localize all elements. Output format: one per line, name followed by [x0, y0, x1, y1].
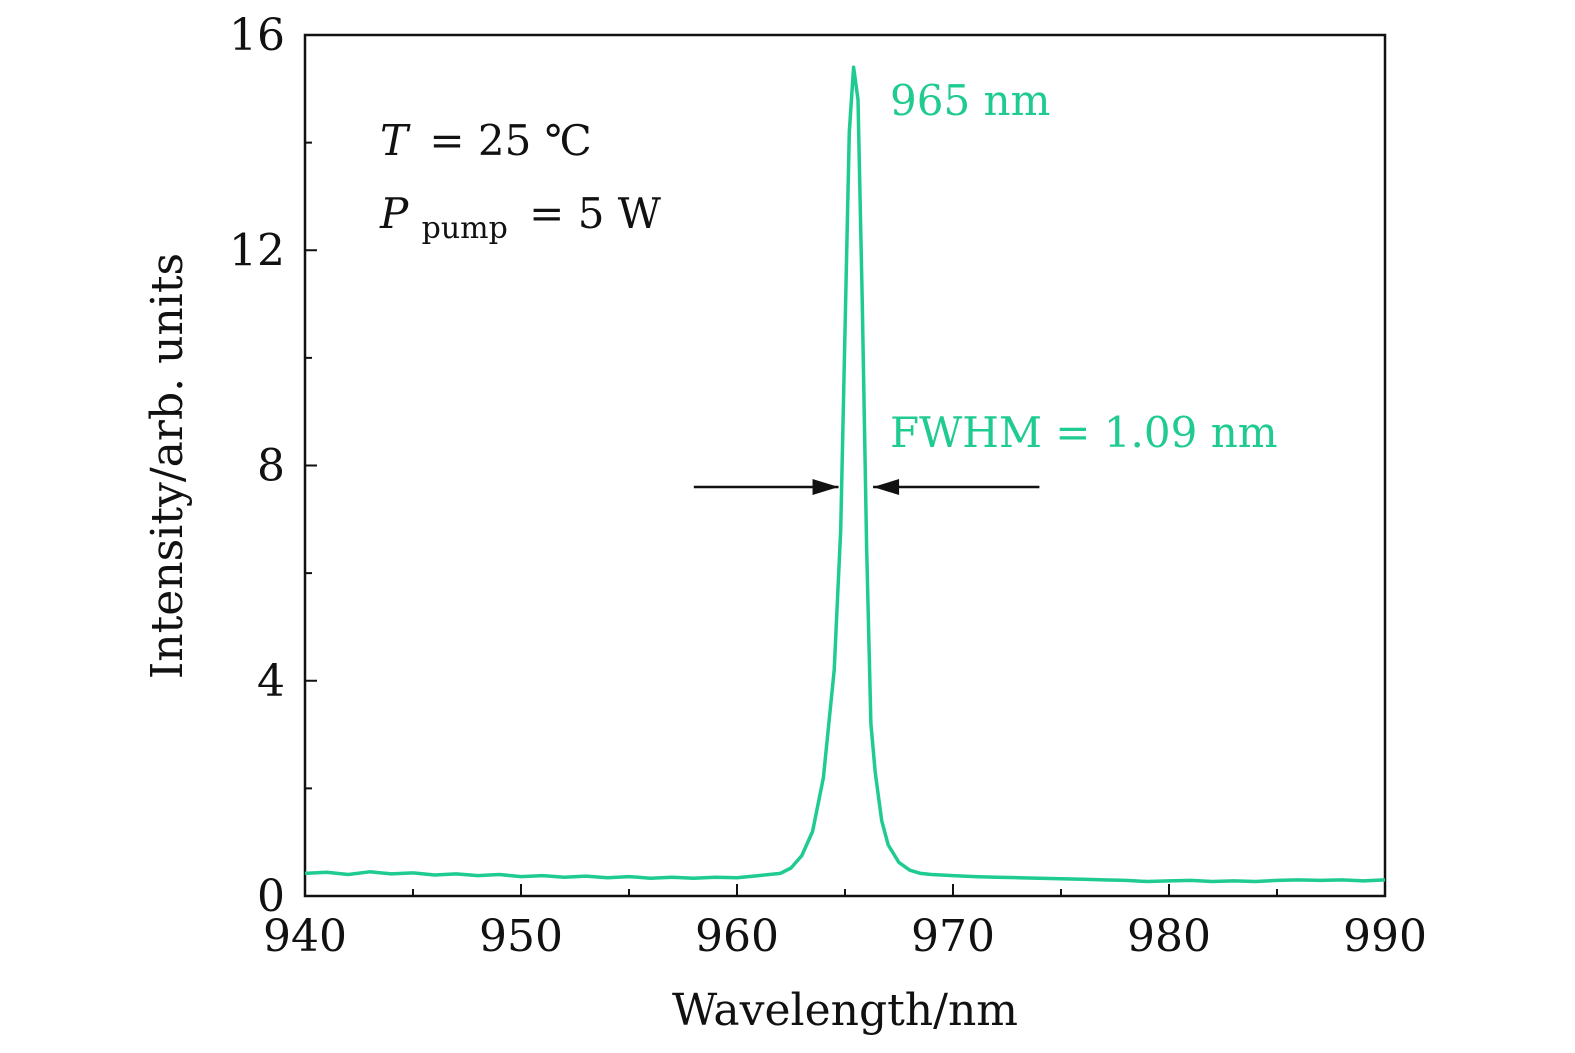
x-tick-label: 970 [911, 911, 995, 962]
y-tick-label: 12 [229, 225, 285, 276]
spectrum-line [304, 65, 1386, 884]
y-tick-label: 0 [257, 871, 285, 922]
x-tick-label: 960 [695, 911, 779, 962]
y-tick-label: 8 [257, 441, 285, 492]
y-axis-title: Intensity/arb. units [142, 253, 193, 679]
temperature-annotation: T = 25 ℃ [380, 116, 592, 165]
x-tick-label: 980 [1127, 911, 1211, 962]
temperature-variable: T [380, 116, 411, 165]
x-tick-label: 990 [1343, 911, 1427, 962]
pump-power-annotation: P pump = 5 W [379, 189, 662, 248]
fwhm-left-arrow-head [812, 479, 839, 496]
fwhm-right-arrow [873, 479, 1040, 496]
pump-power-variable: P [379, 189, 409, 238]
x-tick-label: 940 [263, 911, 347, 962]
temperature-value: = 25 ℃ [429, 116, 591, 165]
fwhm-left-arrow [693, 479, 839, 496]
y-tick-label: 16 [229, 10, 285, 61]
pump-power-value: = 5 W [529, 189, 662, 238]
fwhm-label: FWHM = 1.09 nm [890, 408, 1278, 457]
peak-wavelength-label: 965 nm [890, 76, 1050, 125]
pump-power-subscript: pump [422, 211, 508, 246]
axes-layer: 940 950 960 970 980 990 0 4 8 12 16 [229, 10, 1427, 962]
x-tick-label: 950 [479, 911, 563, 962]
x-axis-title: Wavelength/nm [672, 985, 1018, 1036]
y-tick-label: 4 [257, 656, 285, 707]
data-layer [304, 65, 1386, 884]
fwhm-right-arrow-head [873, 479, 900, 496]
